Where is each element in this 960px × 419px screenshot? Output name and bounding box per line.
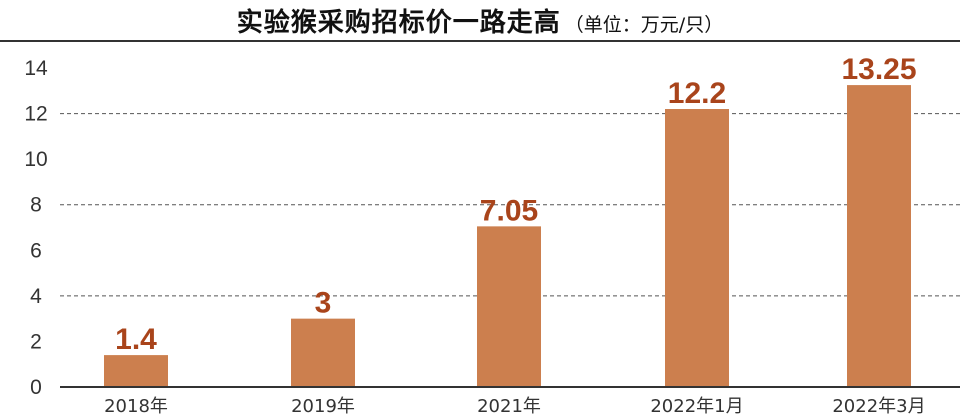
y-tick-label-14: 14 — [24, 57, 48, 80]
label-layer: 1.4 3 7.05 12.2 13.25 — [115, 53, 916, 356]
data-label-2022年1月: 12.2 — [668, 77, 726, 110]
chart-unit: （单位：万元/只） — [564, 14, 724, 36]
y-tick-label-12: 12 — [24, 103, 47, 126]
bar-2018年 — [104, 355, 168, 387]
y-tick-label-6: 6 — [30, 239, 42, 262]
bar-layer — [104, 85, 911, 387]
x-tick-label-2021年: 2021年 — [477, 396, 541, 417]
y-tick-label-2: 2 — [30, 330, 42, 353]
x-tick-label-2022年3月: 2022年3月 — [832, 396, 925, 417]
bar-2022年1月 — [665, 109, 729, 387]
chart-title: 实验猴采购招标价一路走高 — [236, 8, 561, 38]
chart-title-block: 实验猴采购招标价一路走高 （单位：万元/只） — [0, 2, 960, 39]
x-tick-label-2022年1月: 2022年1月 — [650, 396, 743, 417]
y-tick-label-4: 4 — [30, 285, 42, 308]
axis-layer: 0 2 4 6 8 10 12 14 2018年 2019年 2021年 2022年1月 2022年3月 — [24, 57, 960, 417]
title-divider — [0, 40, 960, 42]
y-tick-label-0: 0 — [30, 376, 42, 399]
data-label-2021年: 7.05 — [480, 194, 538, 227]
bar-2019年 — [291, 318, 355, 387]
bar-2022年3月 — [847, 85, 911, 387]
data-label-2019年: 3 — [315, 287, 332, 320]
bar-2021年 — [477, 226, 541, 387]
data-label-2022年3月: 13.25 — [841, 53, 916, 86]
y-tick-label-8: 8 — [30, 194, 42, 217]
data-label-2018年: 1.4 — [115, 323, 157, 356]
x-tick-label-2019年: 2019年 — [291, 396, 355, 417]
y-tick-label-10: 10 — [24, 148, 47, 171]
x-tick-label-2018年: 2018年 — [104, 396, 168, 417]
